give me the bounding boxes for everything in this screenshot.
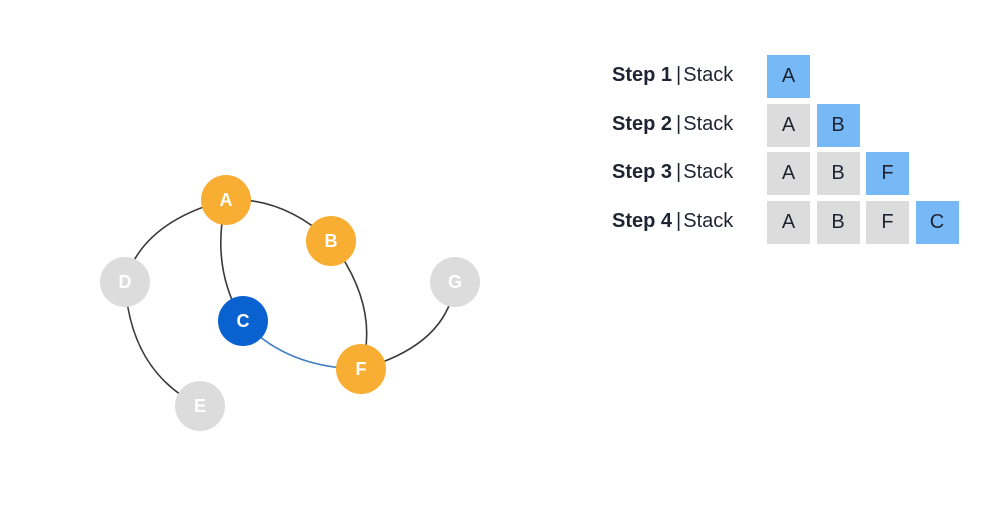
node-circle xyxy=(336,344,386,394)
node-circle xyxy=(201,175,251,225)
step-label: Step 3 | Stack xyxy=(612,161,762,184)
graph-edges xyxy=(124,198,456,407)
node-label: C xyxy=(237,311,250,331)
stack-cell: A xyxy=(767,152,810,195)
node-circle xyxy=(100,257,150,307)
stack-label: Stack xyxy=(683,161,734,183)
step-separator: | xyxy=(676,64,682,86)
stack-label: Stack xyxy=(683,209,734,232)
node-circle xyxy=(218,296,268,346)
node-circle xyxy=(306,216,356,266)
node-d: D xyxy=(100,257,150,307)
step-title: Step 2 xyxy=(612,112,673,135)
step-separator: | xyxy=(676,112,682,135)
stack-cell: A xyxy=(767,103,810,147)
stack-top-cell: A xyxy=(767,55,810,98)
stack-cell: F xyxy=(866,200,909,244)
stack-label: Stack xyxy=(683,112,734,135)
node-label: A xyxy=(220,190,233,210)
step-label: Step 2 | Stack xyxy=(612,113,762,136)
node-circle xyxy=(430,257,480,307)
node-label: F xyxy=(356,359,367,379)
stack-label: Stack xyxy=(683,64,734,86)
step-label: Step 1 | Stack xyxy=(612,64,762,87)
node-b: B xyxy=(306,216,356,266)
node-label: E xyxy=(194,396,206,416)
node-g: G xyxy=(430,257,480,307)
node-circle xyxy=(175,381,225,431)
node-e: E xyxy=(175,381,225,431)
node-c: C xyxy=(218,296,268,346)
node-label: B xyxy=(325,231,338,251)
step-title: Step 3 xyxy=(612,161,673,183)
step-separator: | xyxy=(676,209,682,232)
step-label: Step 4 | Stack xyxy=(612,210,762,233)
graph-diagram: A B C D E F G xyxy=(100,175,480,431)
stack-cell: B xyxy=(816,200,860,244)
node-label: G xyxy=(448,272,462,292)
stack-top-cell: C xyxy=(915,200,959,244)
node-label: D xyxy=(119,272,132,292)
graph-nodes: A B C D E F G xyxy=(100,175,480,431)
stack-cell: A xyxy=(767,200,810,244)
stack-top-cell: B xyxy=(816,103,860,147)
step-separator: | xyxy=(676,161,682,183)
node-f: F xyxy=(336,344,386,394)
step-title: Step 1 xyxy=(612,64,673,86)
node-a: A xyxy=(201,175,251,225)
step-title: Step 4 xyxy=(612,209,673,232)
stack-cell: B xyxy=(816,152,860,195)
stack-top-cell: F xyxy=(866,152,909,195)
